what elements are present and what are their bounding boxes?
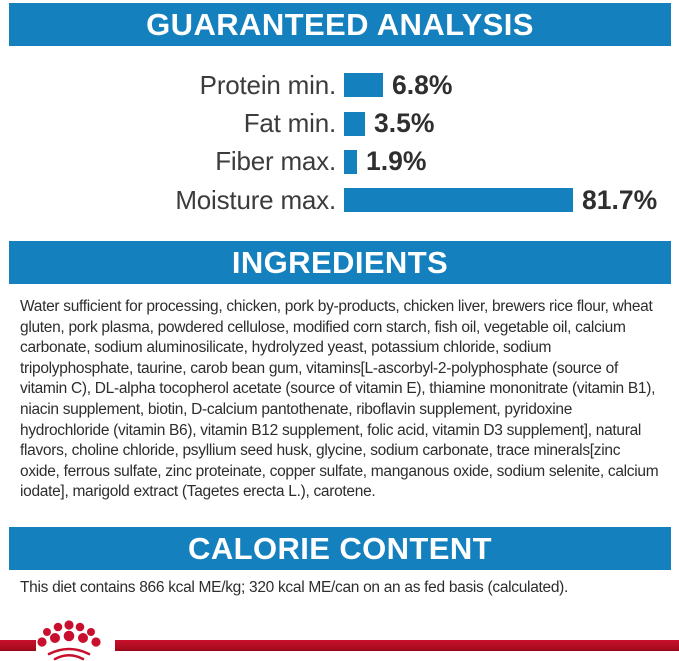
analysis-value: 81.7% [582, 184, 658, 215]
analysis-row: Fiber max. 1.9% [0, 143, 679, 181]
analysis-row: Fat min. 3.5% [0, 104, 679, 142]
ingredients-text: Water sufficient for processing, chicken… [20, 298, 659, 501]
analysis-category-label: Fat min. [243, 108, 337, 139]
analysis-category-label: Protein min. [199, 69, 337, 100]
ingredients-header: INGREDIENTS [9, 241, 671, 284]
calorie-content-title: CALORIE CONTENT [188, 530, 492, 566]
calorie-content-text: This diet contains 866 kcal ME/kg; 320 k… [20, 579, 569, 596]
ingredients-title: INGREDIENTS [231, 244, 449, 280]
analysis-bar [344, 73, 383, 98]
analysis-bar [344, 111, 365, 136]
royal-canin-crown-icon [37, 620, 101, 661]
analysis-value: 6.8% [392, 69, 453, 100]
guaranteed-analysis-title: GUARANTEED ANALYSIS [146, 6, 534, 42]
analysis-bar [344, 188, 573, 213]
calorie-content-header: CALORIE CONTENT [9, 527, 671, 570]
analysis-bar [344, 149, 357, 174]
guaranteed-analysis-header: GUARANTEED ANALYSIS [9, 3, 671, 46]
analysis-value: 1.9% [366, 146, 427, 177]
guaranteed-analysis-chart: Protein min. 6.8% Fat min. 3.5% Fiber max. 1.… [0, 66, 679, 220]
brand-stripe-left [0, 640, 36, 651]
analysis-row: Moisture max. 81.7% [0, 181, 679, 219]
analysis-category-label: Fiber max. [215, 146, 336, 177]
analysis-category-label: Moisture max. [175, 184, 336, 215]
brand-stripe-right [115, 640, 679, 651]
analysis-row: Protein min. 6.8% [0, 66, 679, 104]
analysis-value: 3.5% [374, 108, 435, 139]
